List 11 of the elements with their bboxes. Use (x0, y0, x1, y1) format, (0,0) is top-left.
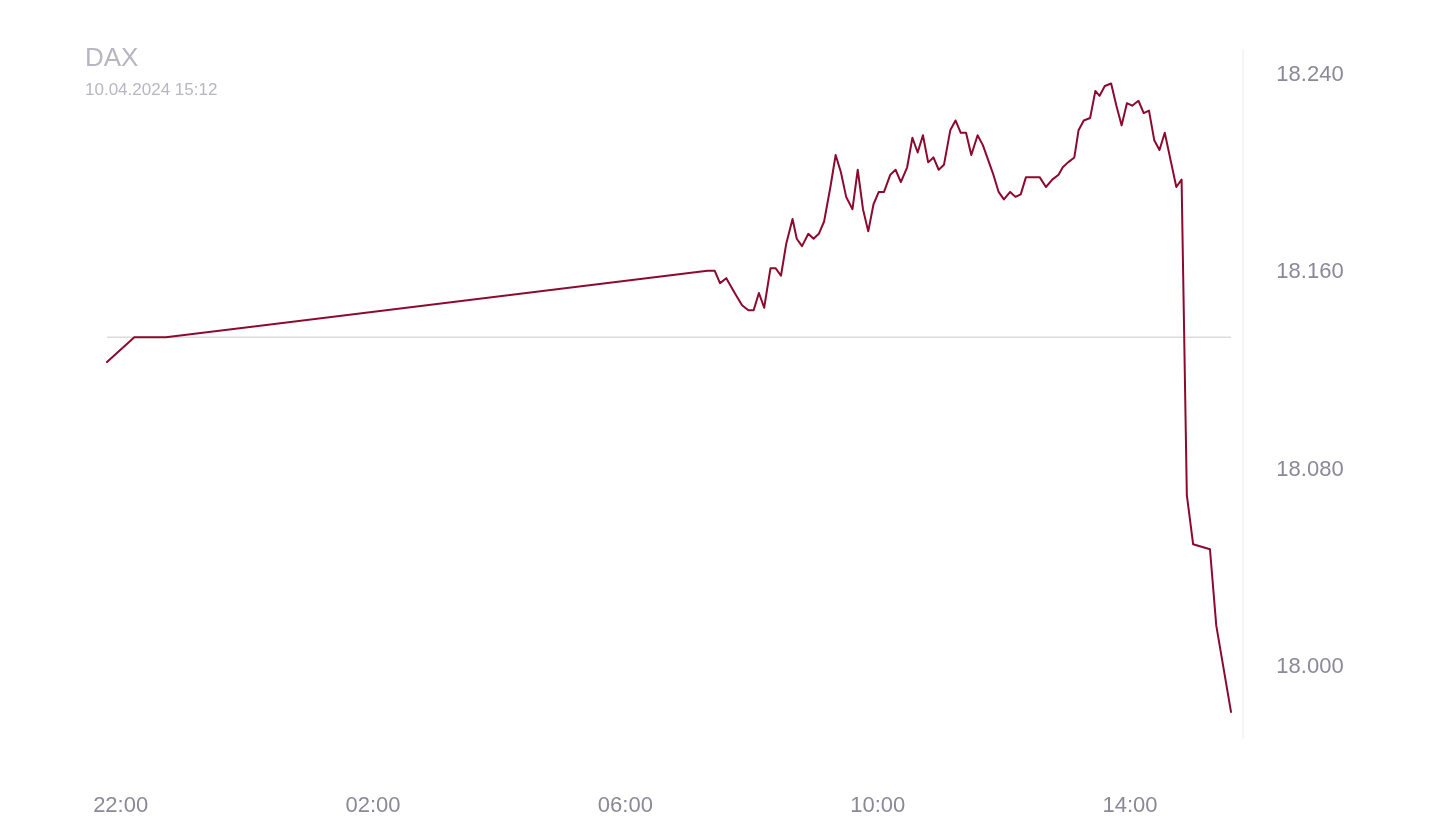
x-tick-label: 10:00 (850, 792, 906, 817)
x-tick-label: 02:00 (345, 792, 401, 817)
x-tick-label: 06:00 (597, 792, 653, 817)
y-tick-label: 18.080 (1276, 455, 1344, 481)
chart-title: DAX (85, 42, 139, 72)
y-tick-label: 18.160 (1276, 258, 1344, 284)
x-tick-label: 14:00 (1102, 792, 1158, 817)
y-tick-label: 18.000 (1276, 652, 1344, 678)
y-tick-label: 18.240 (1276, 61, 1344, 87)
text: 10.04.2024 15:12 (85, 80, 218, 99)
x-tick-label: 22:00 (93, 792, 149, 817)
